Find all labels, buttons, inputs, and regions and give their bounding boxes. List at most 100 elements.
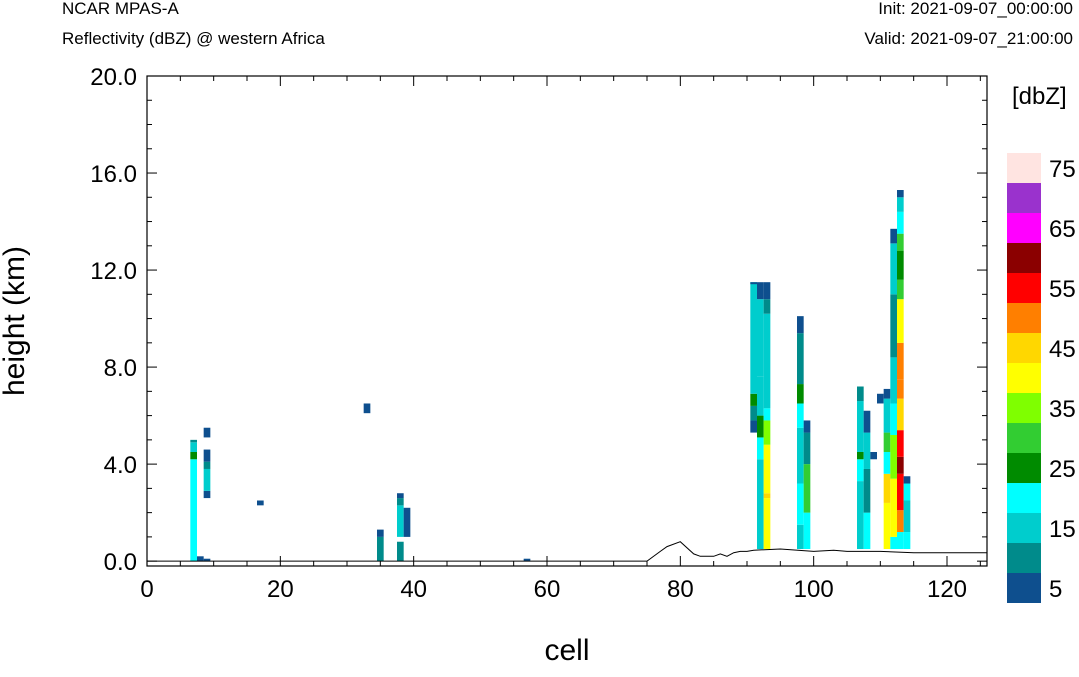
reflectivity-cell bbox=[190, 442, 197, 452]
reflectivity-cell bbox=[883, 473, 891, 503]
colorbar-label: 35 bbox=[1049, 396, 1076, 423]
reflectivity-cell bbox=[897, 342, 904, 380]
reflectivity-cell bbox=[397, 493, 404, 499]
reflectivity-cell bbox=[190, 451, 197, 460]
reflectivity-cell bbox=[763, 408, 771, 421]
colorbar-swatch bbox=[1007, 393, 1041, 423]
reflectivity-cell bbox=[750, 282, 757, 285]
reflectivity-cell bbox=[377, 536, 384, 562]
reflectivity-cell bbox=[203, 449, 211, 462]
colorbar-swatch bbox=[1007, 423, 1041, 453]
reflectivity-cell bbox=[363, 403, 371, 414]
reflectivity-cell bbox=[757, 459, 764, 550]
reflectivity-cell bbox=[763, 498, 771, 550]
reflectivity-cell bbox=[257, 500, 264, 506]
field-subtitle: Reflectivity (dBZ) @ western Africa bbox=[62, 29, 325, 48]
reflectivity-cell bbox=[203, 468, 211, 491]
reflectivity-cell bbox=[890, 478, 897, 537]
reflectivity-cell bbox=[757, 282, 764, 300]
colorbar-swatch bbox=[1007, 153, 1041, 183]
colorbar-swatch bbox=[1007, 213, 1041, 243]
reflectivity-cell bbox=[750, 282, 757, 394]
reflectivity-cell bbox=[897, 473, 904, 511]
colorbar-swatch bbox=[1007, 483, 1041, 513]
colorbar-label: 5 bbox=[1049, 576, 1062, 603]
colorbar: 5 15 25 35 45 55 65 75 bbox=[1007, 153, 1076, 603]
reflectivity-cell bbox=[897, 211, 904, 234]
y-tick-label: 8.0 bbox=[104, 355, 137, 382]
reflectivity-cell bbox=[197, 556, 204, 562]
reflectivity-cell bbox=[863, 432, 871, 469]
reflectivity-cell bbox=[763, 313, 771, 409]
reflectivity-cell bbox=[890, 294, 897, 358]
colorbar-swatch bbox=[1007, 273, 1041, 303]
reflectivity-cell bbox=[190, 459, 197, 562]
reflectivity-cell bbox=[897, 233, 904, 251]
reflectivity-cell bbox=[797, 403, 804, 428]
reflectivity-cell bbox=[857, 386, 864, 402]
reflectivity-cell bbox=[750, 393, 757, 406]
reflectivity-cell bbox=[763, 282, 771, 300]
reflectivity-cell bbox=[803, 464, 811, 513]
colorbar-swatch bbox=[1007, 333, 1041, 363]
reflectivity-cell bbox=[890, 536, 897, 550]
x-tick-label: 0 bbox=[140, 576, 153, 603]
colorbar-swatch bbox=[1007, 513, 1041, 543]
reflectivity-cell bbox=[877, 393, 884, 404]
colorbar-swatch bbox=[1007, 303, 1041, 333]
terrain-line bbox=[147, 541, 987, 562]
colorbar-swatch bbox=[1007, 183, 1041, 213]
reflectivity-cell bbox=[803, 420, 811, 433]
reflectivity-cell bbox=[903, 532, 911, 550]
reflectivity-cell bbox=[763, 299, 771, 314]
reflectivity-cell bbox=[397, 505, 404, 537]
reflectivity-cell bbox=[883, 388, 891, 399]
colorbar-label: 55 bbox=[1049, 276, 1076, 303]
y-tick-label: 20.0 bbox=[90, 64, 137, 91]
reflectivity-cell bbox=[890, 357, 897, 404]
reflectivity-cell bbox=[863, 410, 871, 433]
reflectivity-cell bbox=[757, 415, 764, 438]
reflectivity-cell bbox=[890, 403, 897, 436]
reflectivity-cell bbox=[523, 558, 531, 562]
reflectivity-cell bbox=[863, 512, 871, 550]
reflectivity-cell bbox=[890, 243, 897, 295]
reflectivity-cell bbox=[797, 316, 804, 334]
x-tick-label: 20 bbox=[267, 576, 294, 603]
reflectivity-cell bbox=[797, 524, 804, 550]
y-tick-label: 12.0 bbox=[90, 258, 137, 285]
colorbar-label: 65 bbox=[1049, 216, 1076, 243]
reflectivity-cell bbox=[883, 502, 891, 550]
reflectivity-cell bbox=[897, 398, 904, 431]
reflectivity-cell bbox=[797, 384, 804, 404]
reflectivity-cell bbox=[763, 493, 771, 499]
colorbar-label: 25 bbox=[1049, 456, 1076, 483]
reflectivity-cell bbox=[897, 510, 904, 533]
x-tick-label: 120 bbox=[927, 576, 967, 603]
reflectivity-cell bbox=[883, 398, 891, 433]
axis-tick-labels: 0 20 40 60 80 100 120 0.0 4.0 8.0 12.0 16.0 20.0 bbox=[90, 64, 967, 603]
reflectivity-cell bbox=[897, 190, 904, 198]
reflectivity-cell bbox=[870, 451, 877, 460]
reflectivity-cell bbox=[403, 507, 411, 537]
reflectivity-cell bbox=[863, 468, 871, 513]
reflectivity-cell bbox=[897, 379, 904, 399]
colorbar-title: [dbZ] bbox=[1012, 83, 1067, 110]
reflectivity-cell bbox=[897, 250, 904, 280]
reflectivity-cell bbox=[903, 476, 911, 484]
y-tick-label: 0.0 bbox=[104, 549, 137, 576]
reflectivity-cell bbox=[897, 430, 904, 457]
reflectivity-cell bbox=[203, 427, 211, 438]
model-title: NCAR MPAS-A bbox=[62, 0, 179, 18]
colorbar-swatch bbox=[1007, 573, 1041, 603]
reflectivity-cell bbox=[203, 558, 211, 562]
y-axis-label: height (km) bbox=[0, 246, 31, 396]
reflectivity-cell bbox=[857, 401, 864, 452]
terrain-layer bbox=[147, 541, 987, 562]
colorbar-swatch bbox=[1007, 453, 1041, 483]
init-time: Init: 2021-09-07_00:00:00 bbox=[878, 0, 1073, 18]
x-tick-label: 60 bbox=[534, 576, 561, 603]
reflectivity-cell bbox=[397, 498, 404, 506]
reflectivity-cell bbox=[397, 541, 404, 562]
